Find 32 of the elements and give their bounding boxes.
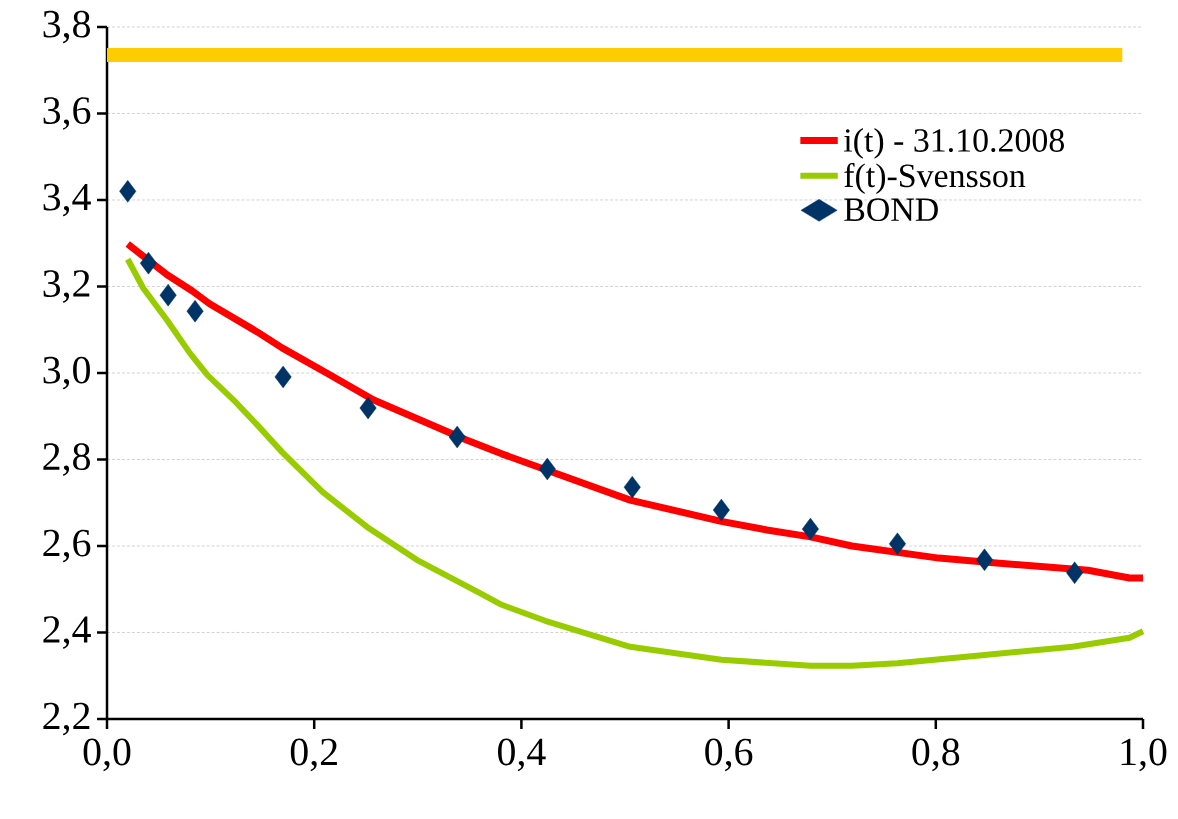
y-tick-label: 3,4 xyxy=(43,183,91,217)
point xyxy=(119,180,137,203)
point xyxy=(889,532,906,556)
y-tick-label: 2,2 xyxy=(43,702,90,736)
y-tick-label: 3,2 xyxy=(43,270,90,303)
y-tick-label: 3,0 xyxy=(43,356,90,390)
x-tick-label: 0,4 xyxy=(498,738,546,772)
y-tick-label: 3,8 xyxy=(43,10,90,44)
x-tick-label: 0,0 xyxy=(83,738,131,772)
y-tick-label: 2,4 xyxy=(43,616,91,649)
x-tick-label: 0,6 xyxy=(705,738,753,772)
x-tick-label: 0,2 xyxy=(290,738,337,772)
point xyxy=(538,457,556,481)
legend-label: f(t)-Svensson xyxy=(844,163,1026,195)
x-tick-label: 0,8 xyxy=(912,738,960,772)
point xyxy=(359,396,377,420)
y-tick-label: 2,8 xyxy=(43,443,90,476)
y-tick-label: 3,6 xyxy=(43,97,91,130)
legend-label: i(t) - 31.10.2008 xyxy=(843,128,1064,159)
point xyxy=(712,498,730,522)
y-tick-label: 2,6 xyxy=(43,529,91,563)
x-tick-label: 1,0 xyxy=(1121,738,1167,772)
point xyxy=(1066,561,1084,584)
point xyxy=(802,517,819,541)
point xyxy=(448,425,466,449)
point xyxy=(140,251,157,275)
point xyxy=(976,548,993,572)
point xyxy=(186,299,204,323)
point xyxy=(623,475,641,499)
point xyxy=(274,365,292,389)
legend-label: BOND xyxy=(844,198,938,222)
point xyxy=(159,283,177,307)
